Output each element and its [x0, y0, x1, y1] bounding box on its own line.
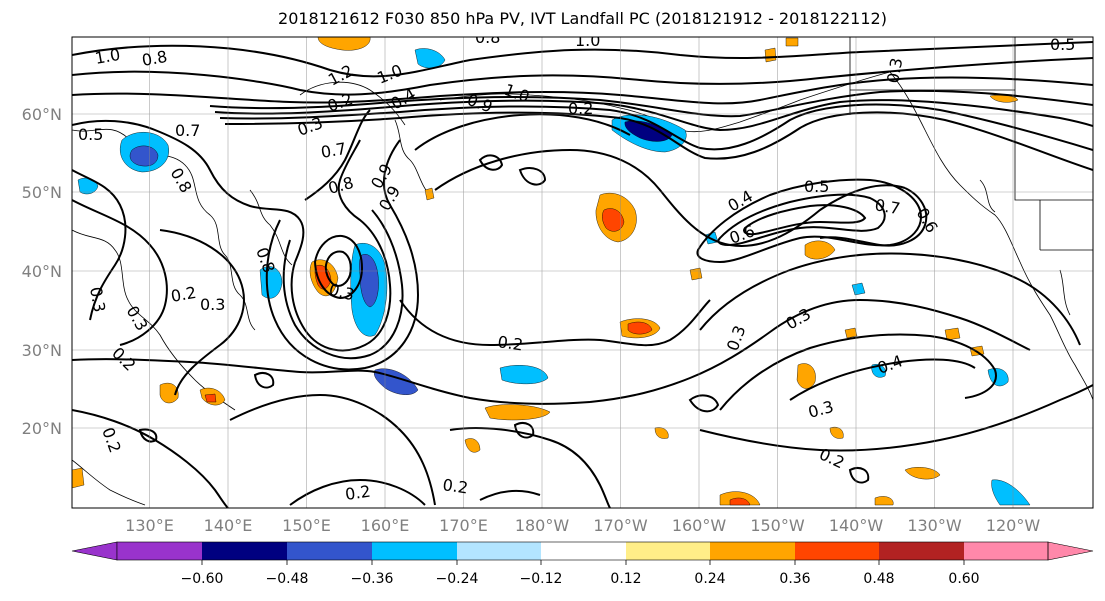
contour-label: 0.2 — [496, 332, 524, 354]
map-title: 2018121612 F030 850 hPa PV, IVT Landfall… — [278, 9, 887, 28]
colorbar-bin — [541, 542, 626, 560]
contour-label: 0.3 — [200, 295, 225, 314]
lon-label: 170°W — [593, 516, 648, 535]
shaded-negative — [77, 48, 1031, 506]
latitude-labels: 60°N 50°N 40°N 30°N 20°N — [22, 105, 62, 438]
contour-label: 1.0 — [575, 31, 600, 50]
lon-label: 130°E — [125, 516, 174, 535]
lon-label: 170°E — [439, 516, 488, 535]
lat-label-40n: 40°N — [22, 262, 62, 281]
colorbar-bin — [964, 542, 1048, 560]
lon-label: 130°W — [907, 516, 962, 535]
colorbar-tick: −0.12 — [520, 571, 563, 587]
contour-label: 0.3 — [86, 285, 109, 313]
colorbar-bin — [795, 542, 879, 560]
lat-label-20n: 20°N — [22, 419, 62, 438]
colorbar-min-extend — [71, 541, 118, 561]
colorbar-bin — [457, 542, 541, 560]
contour-label: 0.7 — [319, 139, 347, 162]
colorbar-bin — [879, 542, 964, 560]
colorbar-bin — [117, 542, 202, 560]
contour-label: 0.2 — [441, 475, 469, 497]
contour-label: 0.8 — [475, 28, 500, 47]
lon-label: 160°E — [361, 516, 410, 535]
lat-label-60n: 60°N — [22, 105, 62, 124]
colorbar-tick: 0.24 — [694, 571, 725, 587]
colorbar-tick: −0.24 — [436, 571, 479, 587]
colorbar-tick: 0.60 — [948, 571, 979, 587]
map-panel: 1.0 0.8 1.2 1.0 0.8 1.0 0.9 1.0 0.2 0.5 … — [72, 28, 1093, 508]
contour-label: 0.5 — [78, 125, 103, 144]
lon-label: 140°W — [829, 516, 884, 535]
lon-label: 140°E — [204, 516, 253, 535]
lon-label: 150°E — [282, 516, 331, 535]
colorbar-tick: 0.48 — [863, 571, 894, 587]
pv-contours — [72, 41, 1093, 508]
lon-label: 150°W — [750, 516, 805, 535]
colorbar-bin — [372, 542, 457, 560]
colorbar-tick: 0.36 — [779, 571, 810, 587]
contour-label: 0.5 — [804, 177, 829, 196]
colorbar-max-extend — [1047, 541, 1094, 561]
longitude-labels: 130°E 140°E 150°E 160°E 170°E 180°W 170°… — [125, 516, 1040, 535]
colorbar-tick: −0.60 — [181, 571, 224, 587]
colorbar-bin — [287, 542, 372, 560]
contour-label: 0.2 — [169, 283, 197, 306]
contour-label: 0.7 — [175, 121, 200, 140]
lon-label: 180°W — [515, 516, 570, 535]
shaded-positive — [72, 37, 1019, 506]
lat-label-30n: 30°N — [22, 341, 62, 360]
colorbar-tick: −0.36 — [351, 571, 394, 587]
contour-label: 0.2 — [568, 99, 593, 118]
contour-label: 0.2 — [344, 482, 372, 504]
lon-label: 120°W — [986, 516, 1041, 535]
contour-label: 0.5 — [1050, 35, 1075, 54]
contour-label: 0.3 — [883, 56, 906, 84]
contour-label: 1.0 — [93, 45, 121, 68]
contour-label: 0.8 — [140, 47, 168, 70]
colorbar-bin — [202, 542, 287, 560]
graticule — [72, 37, 1093, 508]
colorbar-tick: 0.12 — [610, 571, 641, 587]
colorbar-bin — [626, 542, 710, 560]
colorbar-bin — [710, 542, 795, 560]
contour-label: 0.7 — [873, 195, 901, 218]
map-frame — [71, 36, 1094, 509]
colorbar-tick: −0.48 — [266, 571, 309, 587]
lat-label-50n: 50°N — [22, 183, 62, 202]
lon-label: 160°W — [672, 516, 727, 535]
colorbar: −0.60 −0.48 −0.36 −0.24 −0.12 0.12 0.24 … — [71, 541, 1094, 587]
